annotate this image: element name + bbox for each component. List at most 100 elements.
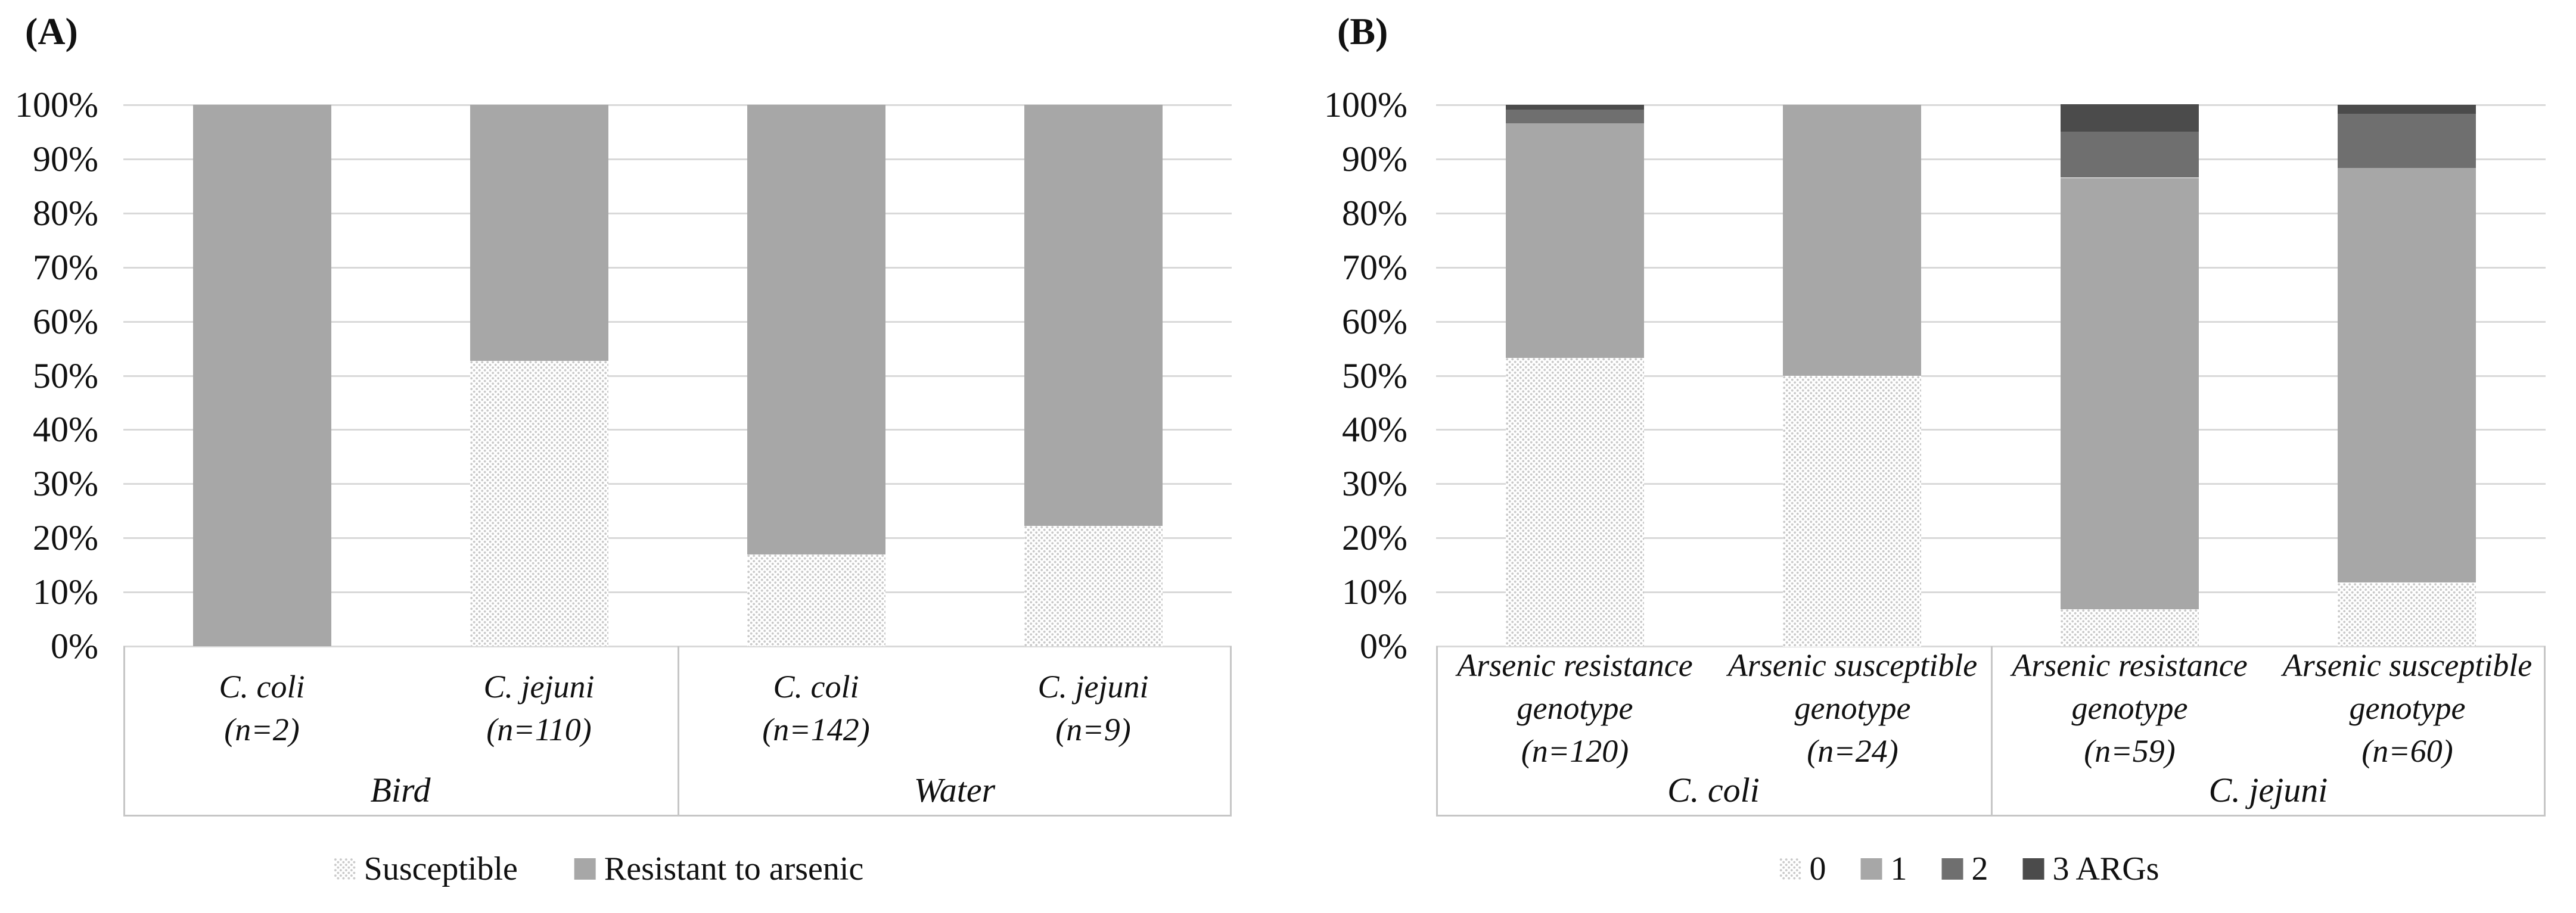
panel-a-category-label-line: (n=9) — [1055, 712, 1131, 747]
panel-b-legend-label: 1 — [1890, 850, 1907, 887]
panel-a-gridline — [123, 213, 1232, 214]
panel-b-legend-label: 3 ARGs — [2052, 850, 2159, 887]
panel-a-category-label-line: C. coli — [773, 669, 859, 705]
panel-b-label-box-right-border — [2544, 646, 2546, 815]
panel-a-category-label-line: (n=2) — [224, 712, 300, 747]
panel-b-legend-swatch-icon — [2022, 858, 2044, 880]
panel-b-bar-3-segment-3-args — [2061, 104, 2199, 132]
panel-b-bar-3-segment-2 — [2061, 132, 2199, 177]
panel-a-bar-3-segment-susceptible — [747, 554, 885, 646]
panel-a-y-tick-label: 50% — [33, 356, 98, 395]
panel-a-legend-label: Resistant to arsenic — [604, 850, 864, 887]
panel-a-y-tick-label: 80% — [33, 194, 98, 233]
panel-a-category-label-2: C. jejuni (n=110) — [404, 651, 674, 765]
panel-b-title: (B) — [1337, 10, 1388, 52]
panel-a-legend-swatch-icon — [334, 858, 356, 880]
panel-b-bar-1-segment-1 — [1506, 123, 1644, 358]
panel-a-bar-2-segment-resistant-to-arsenic — [470, 105, 608, 361]
panel-b-bar-4-segment-0 — [2338, 583, 2476, 646]
panel-a-y-tick-label: 20% — [33, 518, 98, 557]
panel-a-gridline — [123, 158, 1232, 160]
panel-b-y-tick-label: 30% — [1342, 464, 1407, 503]
panel-a-bar-4-segment-resistant-to-arsenic — [1024, 105, 1163, 526]
panel-b-y-tick-label: 20% — [1342, 518, 1407, 557]
panel-a-bar-3-segment-resistant-to-arsenic — [747, 105, 885, 554]
panel-a-gridline — [123, 375, 1232, 377]
panel-a-category-label-line: C. jejuni — [1037, 669, 1149, 705]
panel-b-category-label-1: Arsenic resistance genotype (n=120) — [1440, 647, 1710, 769]
panel-a-y-tick-label: 0% — [51, 627, 98, 666]
panel-b-category-label-line: (n=120) — [1521, 733, 1629, 769]
panel-b-legend: 0 1 2 3 ARGs — [1779, 849, 2159, 889]
panel-a-y-tick-label: 90% — [33, 139, 98, 179]
panel-b-category-label-line: genotype — [1794, 690, 1911, 726]
panel-b-y-tick-label: 0% — [1360, 627, 1407, 666]
panel-a-legend-item-1: Susceptible — [334, 850, 518, 888]
panel-b-legend-item-4: 3 ARGs — [2022, 850, 2159, 888]
panel-b-gridline — [1436, 429, 2546, 431]
panel-b-bar-1-segment-0 — [1506, 358, 1644, 646]
panel-a-group-label-2: Water — [913, 770, 996, 809]
panel-b-category-label-3: Arsenic resistance genotype (n=59) — [1994, 647, 2265, 769]
panel-b-label-box-group-divider — [1991, 646, 1993, 815]
panel-b-y-tick-label: 60% — [1342, 302, 1407, 341]
panel-b-gridline — [1436, 375, 2546, 377]
panel-b-legend-label: 2 — [1971, 850, 1988, 887]
panel-b-category-label-line: genotype — [2071, 690, 2188, 726]
panel-b-category-label-line: Arsenic susceptible — [2282, 647, 2533, 683]
panel-a-y-tick-label: 100% — [15, 85, 98, 124]
panel-b-category-label-line: Arsenic resistance — [2012, 647, 2248, 683]
panel-b-gridline — [1436, 591, 2546, 593]
panel-a-category-label-line: (n=110) — [486, 712, 592, 747]
panel-b-legend-swatch-icon — [1860, 858, 1882, 880]
panel-b-category-label-line: genotype — [2349, 690, 2466, 726]
panel-a-gridline — [123, 429, 1232, 431]
panel-b-category-label-4: Arsenic susceptible genotype (n=60) — [2272, 647, 2543, 769]
panel-a-label-box-right-border — [1230, 646, 1232, 815]
panel-a-legend-item-2: Resistant to arsenic — [574, 850, 863, 888]
panel-b-legend-swatch-icon — [1779, 858, 1801, 880]
panel-a-category-label-4: C. jejuni (n=9) — [958, 651, 1228, 765]
panel-b-y-tick-label: 70% — [1342, 248, 1407, 287]
panel-b-category-label-line: Arsenic resistance — [1457, 647, 1693, 683]
panel-b-gridline — [1436, 158, 2546, 160]
panel-a-legend: Susceptible Resistant to arsenic — [334, 849, 863, 889]
panel-b-bar-2-segment-1 — [1783, 105, 1921, 376]
panel-a-gridline — [123, 591, 1232, 593]
panel-b-legend-item-2: 1 — [1860, 850, 1907, 888]
panel-a-bar-1-segment-resistant-to-arsenic — [193, 105, 331, 646]
panel-b-y-tick-label: 10% — [1342, 572, 1407, 612]
panel-a-gridline — [123, 537, 1232, 539]
panel-a-y-tick-label: 60% — [33, 302, 98, 341]
panel-b-bar-2-segment-0 — [1783, 376, 1921, 647]
panel-b-bar-4-segment-3-args — [2338, 105, 2476, 114]
panel-a-y-tick-label: 70% — [33, 248, 98, 287]
panel-a-y-tick-label: 40% — [33, 410, 98, 449]
panel-b-bar-4-segment-1 — [2338, 168, 2476, 582]
panel-a-category-label-line: C. jejuni — [483, 669, 595, 705]
panel-b-bar-1-segment-2 — [1506, 110, 1644, 123]
panel-a-title: (A) — [25, 10, 78, 52]
panel-b-category-label-line: Arsenic susceptible — [1727, 647, 1978, 683]
panel-b-y-tick-label: 40% — [1342, 410, 1407, 449]
panel-b-label-box-left-border — [1436, 646, 1438, 815]
panel-b-bar-1-segment-3-args — [1506, 105, 1644, 110]
panel-a-label-box-bottom-border — [123, 815, 1232, 817]
panel-b-group-label-1: C. coli — [1667, 770, 1760, 809]
panel-a-group-label-1: Bird — [370, 770, 431, 809]
panel-b-legend-item-1: 0 — [1779, 850, 1826, 888]
panel-b-y-tick-label: 80% — [1342, 194, 1407, 233]
panel-a-category-label-1: C. coli (n=2) — [127, 651, 397, 765]
panel-b-category-label-line: (n=60) — [2361, 733, 2453, 769]
panel-b-gridline — [1436, 104, 2546, 106]
panel-b-gridline — [1436, 267, 2546, 269]
panel-b-y-tick-label: 50% — [1342, 356, 1407, 395]
panel-b-y-tick-label: 90% — [1342, 139, 1407, 179]
panel-b-legend-item-3: 2 — [1941, 850, 1988, 888]
panel-b-category-label-line: (n=24) — [1807, 733, 1898, 769]
panel-b-gridline — [1436, 213, 2546, 214]
panel-b-legend-swatch-icon — [1941, 858, 1963, 880]
panel-b-gridline — [1436, 483, 2546, 485]
panel-b-category-label-line: (n=59) — [2084, 733, 2176, 769]
